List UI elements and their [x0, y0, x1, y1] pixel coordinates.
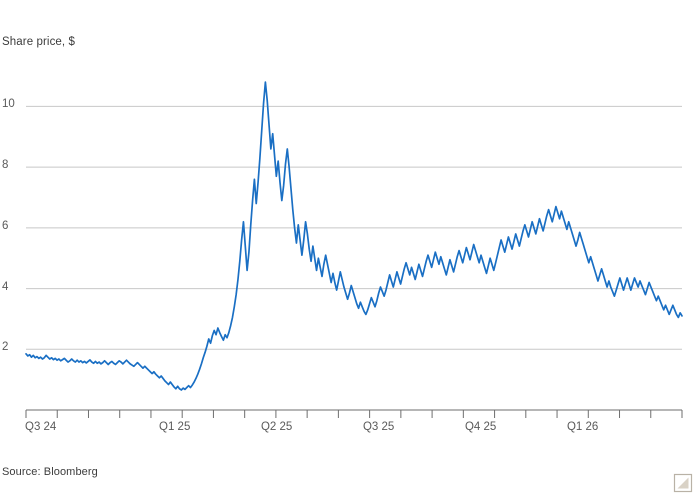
source-note: Source: Bloomberg: [2, 466, 98, 478]
x-axis-tick-label: Q1 26: [566, 421, 599, 433]
chart-axis-title: Share price, $: [2, 36, 75, 48]
y-axis-tick-label: 6: [2, 219, 9, 232]
x-axis-tick-label: Q3 24: [25, 421, 57, 433]
y-axis-tick-label: 10: [2, 98, 15, 111]
x-axis-tick-label: Q1 25: [159, 421, 191, 433]
x-axis-tick-label: Q2 25: [260, 421, 293, 433]
x-axis-tick-label: Q4 25: [464, 421, 497, 433]
x-axis-tick-label: Q3 25: [362, 421, 395, 433]
y-axis-tick-label: 4: [2, 280, 9, 293]
y-axis-tick-label: 2: [2, 341, 9, 354]
y-axis-tick-label: 8: [2, 159, 9, 172]
data-series-line: [25, 81, 683, 391]
ft-corner-logo-icon: [673, 473, 693, 493]
